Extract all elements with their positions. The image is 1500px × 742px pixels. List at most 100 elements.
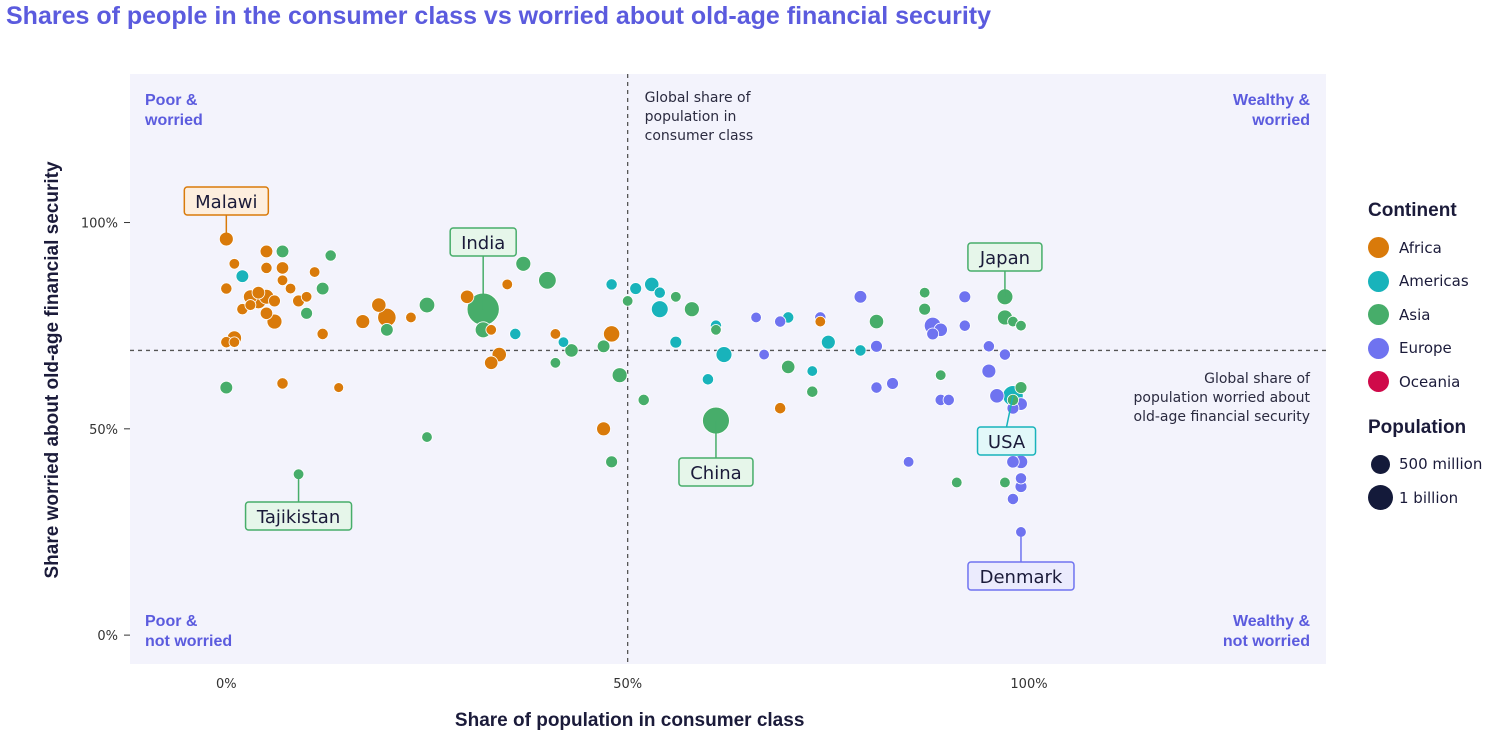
data-point-americas <box>701 373 714 386</box>
chart-title: Shares of people in the consumer class v… <box>6 2 991 30</box>
data-point-africa <box>596 421 611 437</box>
data-point-africa <box>244 299 257 311</box>
data-point-africa <box>260 261 273 274</box>
data-point-asia <box>549 357 562 369</box>
data-point-asia <box>596 339 611 354</box>
data-point-americas <box>820 334 836 350</box>
data-point-americas <box>235 269 250 283</box>
annotation-box <box>678 457 754 487</box>
data-point-africa <box>405 311 417 324</box>
x-axis-label: Share of population in consumer class <box>455 710 804 731</box>
legend-item-europe: Europe <box>1368 332 1498 366</box>
y-tick-label: 0% <box>97 629 118 644</box>
data-point-africa <box>268 294 281 308</box>
population-dot-large <box>1368 485 1393 511</box>
quadrant-label-wealthy-worried: Wealthy & <box>1233 92 1311 109</box>
data-point-africa <box>501 278 513 291</box>
legend-label: Asia <box>1399 305 1431 324</box>
legend-item-americas: Americas <box>1368 265 1498 299</box>
data-point-europe <box>902 456 915 468</box>
x-tick-label: 0% <box>216 677 237 692</box>
data-point-asia <box>605 455 618 469</box>
data-point-europe <box>998 348 1011 361</box>
data-point-americas <box>509 327 522 340</box>
legend-swatch <box>1368 371 1389 393</box>
annotation-box <box>976 426 1037 456</box>
annotation-label: USA <box>988 432 1026 453</box>
data-point-europe <box>750 311 762 324</box>
legend-population-item: 1 billion <box>1368 481 1498 515</box>
data-point-asia <box>421 431 433 443</box>
data-point-africa <box>284 282 297 295</box>
legend-swatch <box>1368 270 1389 292</box>
population-dot-small <box>1371 454 1390 474</box>
data-point-africa <box>300 291 313 303</box>
quadrant-label-poor-not-worried: not worried <box>145 633 232 650</box>
data-point-europe <box>870 339 883 353</box>
data-point-europe <box>870 381 883 394</box>
annotation-box <box>244 501 353 531</box>
data-point-asia <box>380 323 394 337</box>
data-point-africa <box>259 306 274 320</box>
data-point-europe <box>958 290 972 304</box>
data-point-africa <box>485 324 497 336</box>
data-point-asia <box>324 249 337 262</box>
data-point-africa <box>333 382 345 393</box>
data-point-americas <box>715 346 733 363</box>
annotation-label: Tajikistan <box>256 507 340 528</box>
data-point-asia <box>806 385 819 398</box>
annotation-box <box>183 186 270 216</box>
data-point-africa <box>308 266 321 278</box>
data-point-americas <box>650 300 669 318</box>
data-point-africa <box>276 274 289 287</box>
data-point-africa <box>228 258 241 270</box>
legend-continent-title: Continent <box>1368 200 1457 221</box>
data-point-africa <box>484 355 499 370</box>
legend-label: Africa <box>1399 238 1442 257</box>
x-tick-label: 50% <box>613 677 642 692</box>
data-point-americas <box>557 336 570 348</box>
y-axis-label: Share worried about old-age financial se… <box>42 161 63 578</box>
data-point-americas <box>669 335 683 349</box>
reference-y-label: old-age financial security <box>1134 409 1310 425</box>
legend-population-title: Population <box>1368 416 1467 438</box>
data-point-africa <box>355 314 371 329</box>
data-point-asia <box>781 359 796 375</box>
legend-population-item: 500 million <box>1368 448 1498 482</box>
data-point-europe <box>982 340 995 353</box>
data-point-africa <box>459 289 475 304</box>
y-tick-label: 100% <box>81 217 118 232</box>
legend-item-africa: Africa <box>1368 231 1498 265</box>
data-point-asia <box>670 291 682 303</box>
legend-population-label: 500 million <box>1399 455 1483 474</box>
legend-swatch <box>1368 337 1389 359</box>
data-point-asia <box>951 476 963 489</box>
data-point-asia <box>1014 381 1028 394</box>
legend: Continent Africa Americas Asia Europe Oceani… <box>1368 200 1498 515</box>
annotation-box <box>967 242 1043 272</box>
legend-swatch <box>1368 304 1389 326</box>
data-point-asia <box>868 313 885 330</box>
reference-x-label: population in <box>645 109 737 125</box>
data-point-europe <box>886 377 899 390</box>
data-point-africa <box>774 402 787 415</box>
x-tick-label: 100% <box>1010 677 1047 692</box>
data-point-europe <box>942 393 955 407</box>
data-point-americas <box>653 286 666 299</box>
data-point-europe <box>1006 492 1020 506</box>
data-point-asia <box>918 302 932 316</box>
data-point-asia <box>1006 393 1020 407</box>
data-point-europe <box>926 327 940 341</box>
legend-label: Europe <box>1399 339 1452 358</box>
data-point-europe <box>989 388 1005 404</box>
legend-label: Americas <box>1399 272 1469 291</box>
data-point-africa <box>549 328 562 340</box>
data-point-asia <box>315 281 330 296</box>
data-point-europe <box>1014 472 1028 485</box>
quadrant-label-wealthy-worried: worried <box>1251 112 1310 129</box>
annotation-label: Malawi <box>195 192 257 213</box>
data-point-asia <box>999 476 1011 489</box>
data-point-asia <box>538 271 557 290</box>
data-point-asia <box>300 306 313 320</box>
data-point-asia <box>515 255 532 272</box>
